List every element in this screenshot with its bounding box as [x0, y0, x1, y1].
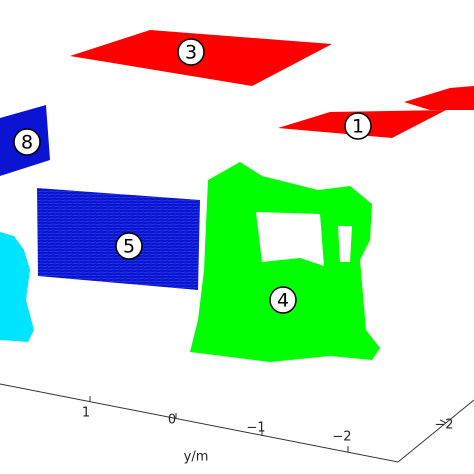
axis-tick-label: 0 [168, 413, 176, 428]
axis-label: y/m [184, 450, 209, 465]
region-labels: 3 1 8 5 4 [13, 38, 372, 314]
object-cyan [0, 232, 34, 342]
side-axis-tick-label: −2 [434, 418, 453, 433]
axis-tick-label: 1 [82, 406, 90, 421]
plane-extra [404, 86, 474, 110]
region-label: 4 [277, 290, 289, 312]
region-label: 8 [21, 132, 33, 154]
label-circle [115, 232, 143, 260]
label-circle [344, 112, 372, 140]
label-circle [269, 286, 297, 314]
object-4 [190, 162, 380, 362]
region-label: 1 [352, 116, 364, 138]
axis-tick-label: −2 [332, 430, 351, 445]
axis-tick-label: −1 [246, 421, 265, 436]
object-4-gaps [256, 212, 352, 266]
axis-line [0, 383, 474, 463]
region-label: 5 [123, 236, 135, 258]
region-label: 3 [185, 42, 197, 64]
label-circle [177, 38, 205, 66]
label-circle [13, 128, 41, 156]
axis-ticks [89, 396, 447, 452]
